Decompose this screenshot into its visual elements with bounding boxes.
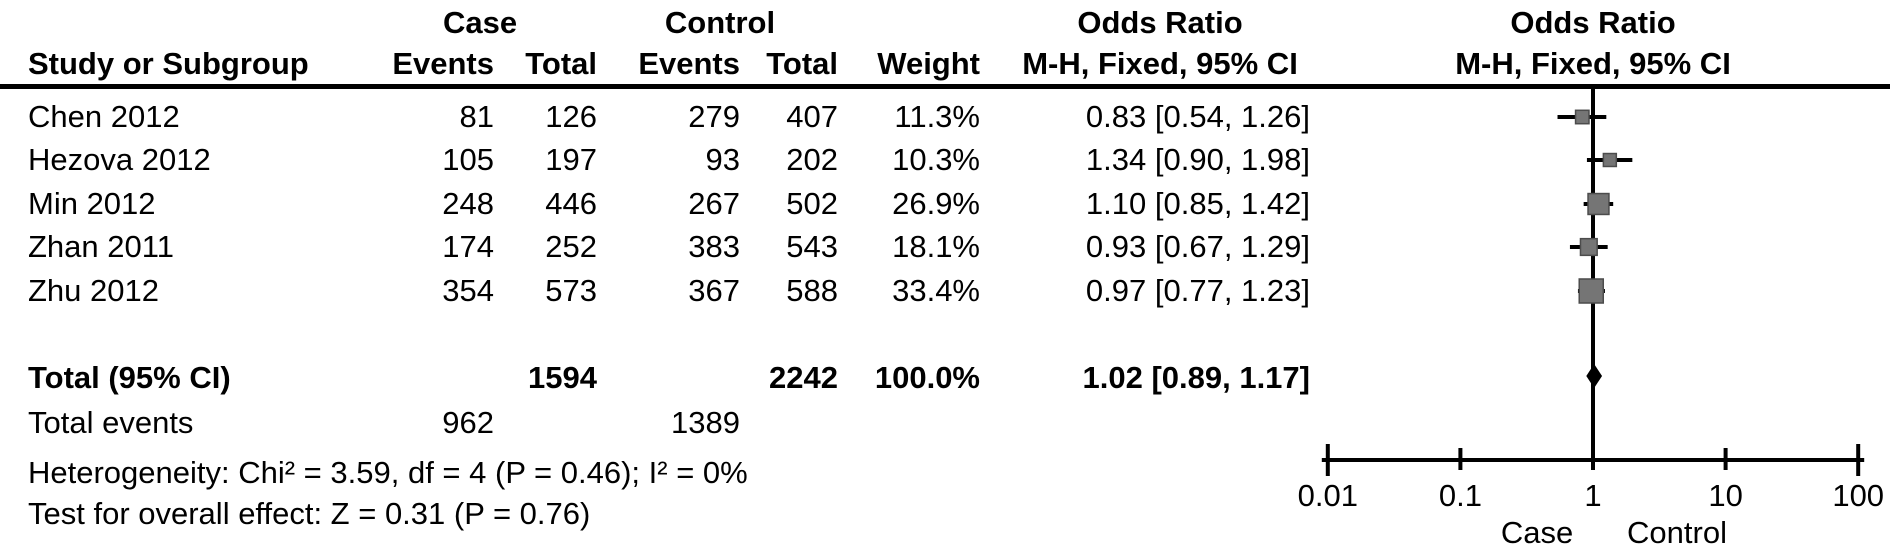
odds-ratio-plot-title: Odds Ratio: [1510, 4, 1676, 40]
cell-study-name: Zhu 2012: [28, 272, 159, 308]
total-or-ci: 1.02 [0.89, 1.17]: [1082, 359, 1311, 395]
cell-or-ci: 0.97 [0.77, 1.23]: [1085, 272, 1310, 308]
case-total-header: Total: [525, 45, 597, 81]
cell-case-events: 174: [442, 228, 494, 264]
cell-case-events: 105: [442, 141, 494, 177]
cell-case-total: 573: [545, 272, 597, 308]
study-subgroup-header: Study or Subgroup: [28, 45, 309, 81]
total-weight: 100.0%: [874, 359, 980, 395]
x-axis-tick-label: 0.1: [1439, 478, 1482, 513]
cell-control-events: 267: [688, 185, 740, 221]
x-axis-tick-label: 1: [1584, 478, 1601, 513]
control-group-header: Control: [664, 4, 776, 40]
cell-case-total: 446: [545, 185, 597, 221]
summary-diamond: [1586, 364, 1603, 388]
cell-case-total: 252: [545, 228, 597, 264]
cell-case-events: 81: [459, 98, 494, 134]
x-axis-tick-label: 100: [1832, 478, 1884, 513]
weight-header: Weight: [877, 45, 980, 81]
x-axis-tick-label: 0.01: [1298, 478, 1358, 513]
or-square-marker: [1602, 152, 1618, 168]
total-events-label: Total events: [28, 404, 194, 440]
cell-study-name: Chen 2012: [28, 98, 180, 134]
total-control-total: 2242: [769, 359, 838, 395]
cell-case-events: 248: [442, 185, 494, 221]
cell-or-ci: 0.83 [0.54, 1.26]: [1085, 98, 1310, 134]
case-events-header: Events: [392, 45, 494, 81]
cell-case-total: 126: [545, 98, 597, 134]
total-events-case: 962: [442, 404, 494, 440]
total-case-total: 1594: [528, 359, 597, 395]
heterogeneity-stat: Heterogeneity: Chi² = 3.59, df = 4 (P = …: [28, 454, 748, 490]
cell-case-total: 197: [545, 141, 597, 177]
or-square-marker: [1579, 237, 1598, 257]
odds-ratio-text-subtitle: M-H, Fixed, 95% CI: [1022, 45, 1298, 81]
cell-control-events: 93: [705, 141, 740, 177]
cell-control-total: 407: [786, 98, 838, 134]
case-group-header: Case: [442, 4, 518, 40]
cell-or-ci: 1.34 [0.90, 1.98]: [1085, 141, 1310, 177]
cell-control-total: 543: [786, 228, 838, 264]
control-events-header: Events: [638, 45, 740, 81]
or-square-marker: [1578, 278, 1605, 304]
cell-weight: 26.9%: [892, 185, 980, 221]
odds-ratio-plot-subtitle: M-H, Fixed, 95% CI: [1455, 45, 1731, 81]
cell-study-name: Hezova 2012: [28, 141, 211, 177]
total-row-label: Total (95% CI): [28, 359, 231, 395]
cell-control-total: 588: [786, 272, 838, 308]
cell-study-name: Zhan 2011: [28, 228, 174, 264]
header-divider-rule: [0, 84, 1890, 89]
x-axis-tick-label: 10: [1708, 478, 1742, 513]
cell-weight: 11.3%: [894, 98, 980, 134]
cell-control-events: 279: [688, 98, 740, 134]
cell-weight: 18.1%: [892, 228, 980, 264]
cell-study-name: Min 2012: [28, 185, 156, 221]
or-square-marker: [1587, 192, 1610, 216]
cell-case-events: 354: [442, 272, 494, 308]
control-total-header: Total: [766, 45, 838, 81]
odds-ratio-text-title: Odds Ratio: [1077, 4, 1243, 40]
cell-control-total: 202: [786, 141, 838, 177]
cell-control-events: 383: [688, 228, 740, 264]
total-events-control: 1389: [671, 404, 740, 440]
axis-label-case: Case: [1501, 515, 1573, 550]
overall-effect-stat: Test for overall effect: Z = 0.31 (P = 0…: [28, 495, 591, 531]
cell-or-ci: 1.10 [0.85, 1.42]: [1085, 185, 1310, 221]
cell-control-events: 367: [688, 272, 740, 308]
cell-weight: 10.3%: [892, 141, 980, 177]
cell-weight: 33.4%: [892, 272, 980, 308]
or-square-marker: [1574, 109, 1590, 125]
cell-or-ci: 0.93 [0.67, 1.29]: [1085, 228, 1310, 264]
axis-label-control: Control: [1627, 515, 1727, 550]
cell-control-total: 502: [786, 185, 838, 221]
